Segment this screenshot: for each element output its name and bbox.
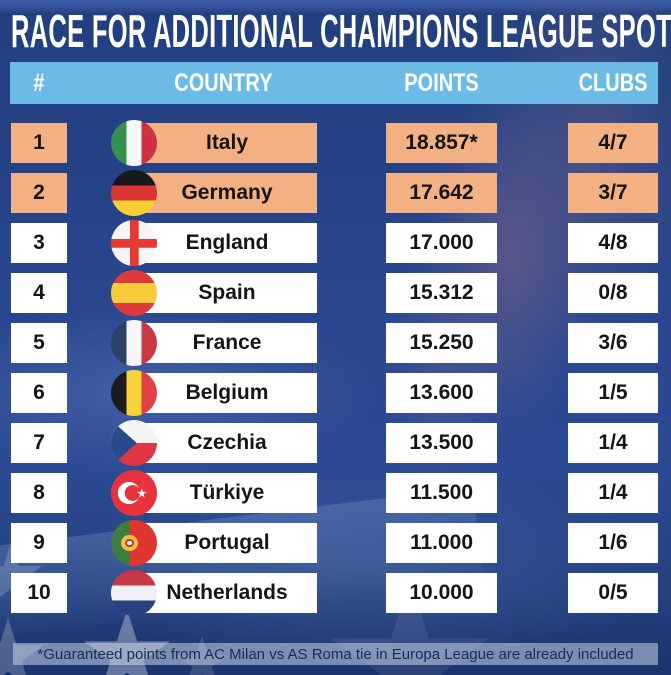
points-cell: 15.250 bbox=[386, 323, 497, 363]
points-cell: 17.000 bbox=[386, 223, 497, 263]
header-rank: # bbox=[33, 68, 45, 97]
rank-cell: 7 bbox=[11, 423, 67, 463]
table-row: 6 Belgium 13.600 1/5 bbox=[0, 370, 671, 416]
table-row: 8 Türkiye 11.500 1/4 bbox=[0, 470, 671, 516]
footnote: *Guaranteed points from AC Milan vs AS R… bbox=[13, 643, 658, 665]
france-flag-icon bbox=[111, 320, 157, 366]
table-row: 7 Czechia 13.500 1/4 bbox=[0, 420, 671, 466]
rank-cell: 6 bbox=[11, 373, 67, 413]
header-country: COUNTRY bbox=[174, 68, 273, 97]
country-cell: Germany bbox=[137, 173, 317, 213]
turkiye-flag-icon bbox=[111, 470, 157, 516]
country-cell: Türkiye bbox=[137, 473, 317, 513]
rank-cell: 2 bbox=[11, 173, 67, 213]
table-row: 1 Italy 18.857* 4/7 bbox=[0, 120, 671, 166]
rank-cell: 1 bbox=[11, 123, 67, 163]
clubs-cell: 4/7 bbox=[568, 123, 658, 163]
points-cell: 15.312 bbox=[386, 273, 497, 313]
clubs-cell: 0/8 bbox=[568, 273, 658, 313]
table-row: 10 Netherlands 10.000 0/5 bbox=[0, 570, 671, 616]
rank-cell: 3 bbox=[11, 223, 67, 263]
page-title: RACE FOR ADDITIONAL CHAMPIONS LEAGUE SPO… bbox=[11, 5, 671, 57]
table-row: 2 Germany 17.642 3/7 bbox=[0, 170, 671, 216]
rank-cell: 4 bbox=[11, 273, 67, 313]
table-row: 5 France 15.250 3/6 bbox=[0, 320, 671, 366]
points-cell: 10.000 bbox=[386, 573, 497, 613]
header-points: POINTS bbox=[404, 68, 479, 97]
belgium-flag-icon bbox=[111, 370, 157, 416]
clubs-cell: 3/6 bbox=[568, 323, 658, 363]
england-flag-icon bbox=[111, 220, 157, 266]
table-row: 3 England 17.000 4/8 bbox=[0, 220, 671, 266]
clubs-cell: 1/6 bbox=[568, 523, 658, 563]
rank-cell: 5 bbox=[11, 323, 67, 363]
country-cell: Portugal bbox=[137, 523, 317, 563]
rank-cell: 10 bbox=[11, 573, 67, 613]
country-cell: Czechia bbox=[137, 423, 317, 463]
clubs-cell: 3/7 bbox=[568, 173, 658, 213]
country-cell: Belgium bbox=[137, 373, 317, 413]
country-cell: France bbox=[137, 323, 317, 363]
country-cell: England bbox=[137, 223, 317, 263]
netherlands-flag-icon bbox=[111, 570, 157, 616]
country-cell: Netherlands bbox=[137, 573, 317, 613]
points-cell: 17.642 bbox=[386, 173, 497, 213]
spain-flag-icon bbox=[111, 270, 157, 316]
points-cell: 11.500 bbox=[386, 473, 497, 513]
points-cell: 13.500 bbox=[386, 423, 497, 463]
rank-cell: 8 bbox=[11, 473, 67, 513]
table-row: 9 Portugal 11.000 1/6 bbox=[0, 520, 671, 566]
germany-flag-icon bbox=[111, 170, 157, 216]
clubs-cell: 4/8 bbox=[568, 223, 658, 263]
country-cell: Spain bbox=[137, 273, 317, 313]
czechia-flag-icon bbox=[111, 420, 157, 466]
table-body: 1 Italy 18.857* 4/7 2 Germany 17.642 3/7… bbox=[0, 120, 671, 623]
header-clubs: CLUBS bbox=[578, 68, 648, 97]
points-cell: 13.600 bbox=[386, 373, 497, 413]
italy-flag-icon bbox=[111, 120, 157, 166]
clubs-cell: 1/4 bbox=[568, 473, 658, 513]
points-cell: 11.000 bbox=[386, 523, 497, 563]
table-row: 4 Spain 15.312 0/8 bbox=[0, 270, 671, 316]
clubs-cell: 0/5 bbox=[568, 573, 658, 613]
portugal-flag-icon bbox=[111, 520, 157, 566]
clubs-cell: 1/4 bbox=[568, 423, 658, 463]
rank-cell: 9 bbox=[11, 523, 67, 563]
points-cell: 18.857* bbox=[386, 123, 497, 163]
country-cell: Italy bbox=[137, 123, 317, 163]
clubs-cell: 1/5 bbox=[568, 373, 658, 413]
table-header: # COUNTRY POINTS CLUBS bbox=[10, 62, 658, 104]
